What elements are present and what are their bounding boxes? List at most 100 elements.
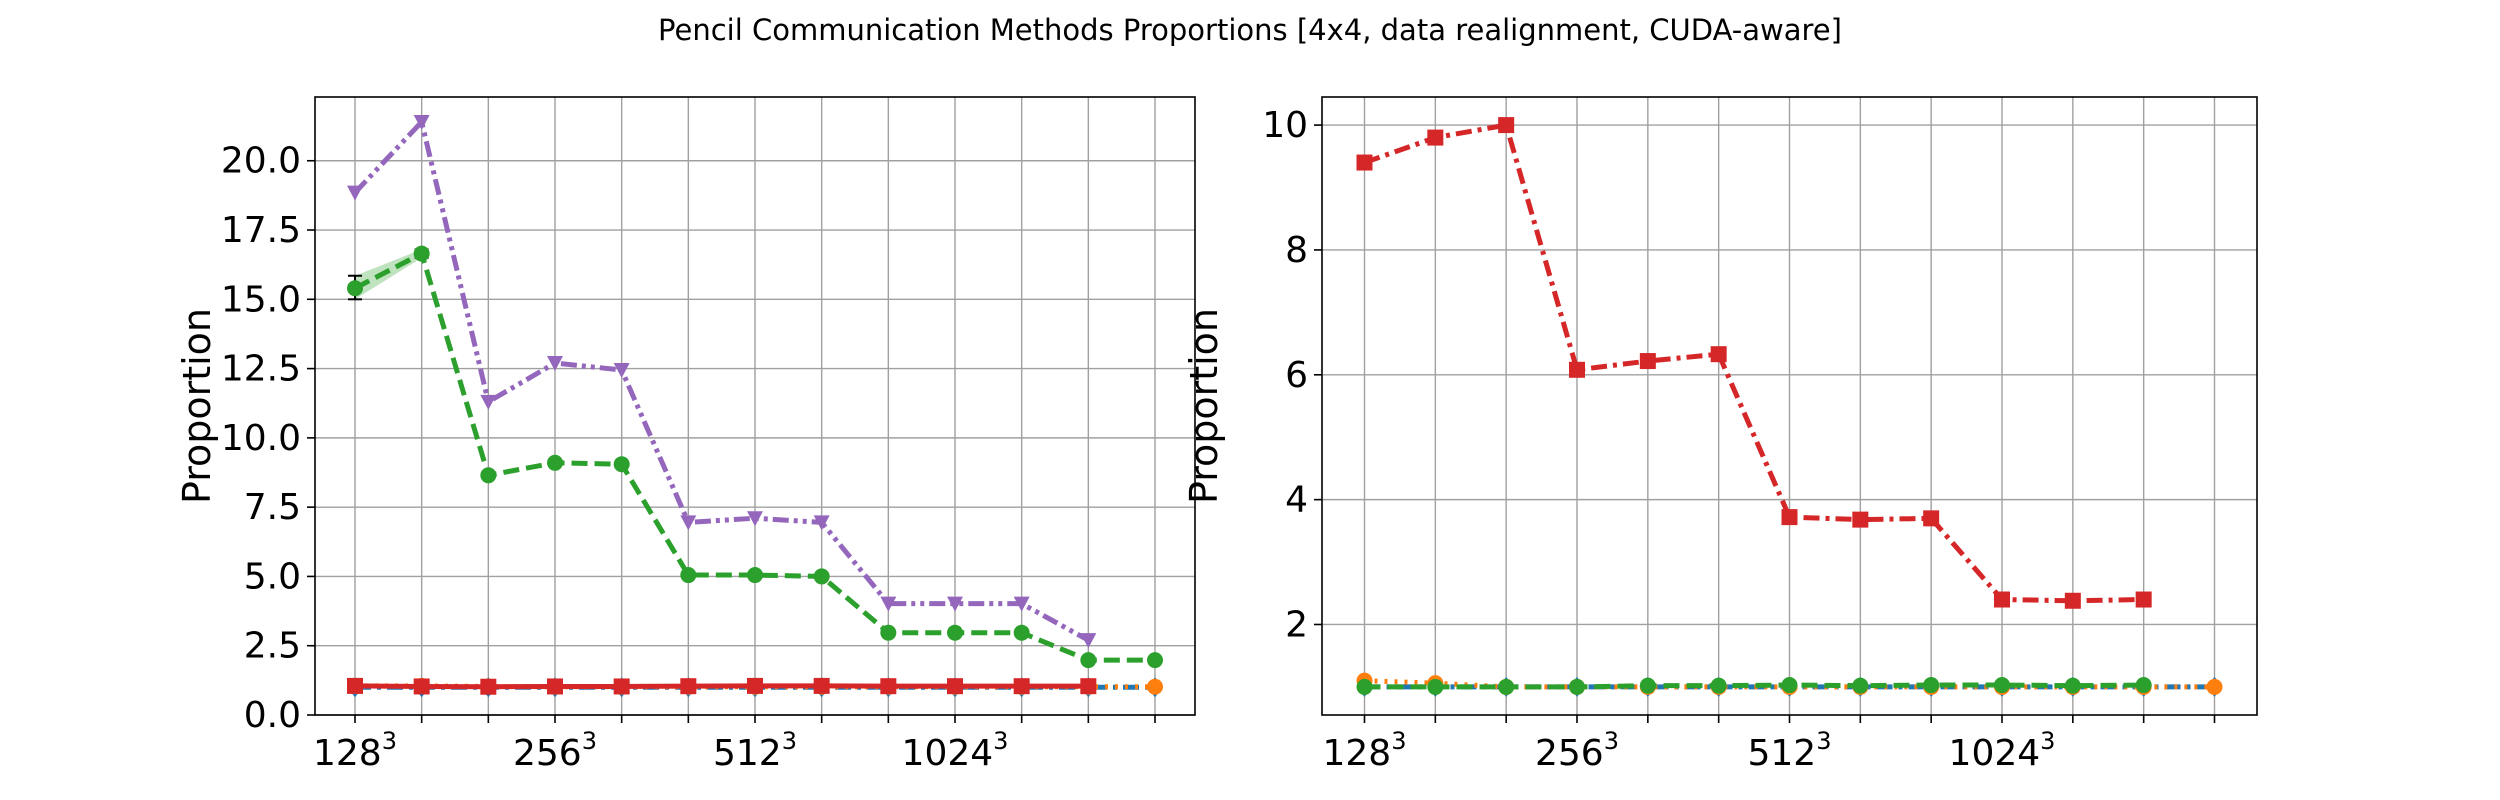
series-4-point <box>613 678 630 695</box>
series-3-point <box>680 567 697 584</box>
series-0-point <box>1498 117 1515 134</box>
grid <box>315 97 1195 716</box>
series-0-point <box>2135 591 2152 608</box>
series-3-line <box>1364 682 2144 690</box>
y-axis-label: Proportion <box>1182 308 1226 504</box>
y-tick-label: 6 <box>1285 355 1308 396</box>
series-3-point <box>1994 677 2010 694</box>
series-3-point <box>2064 677 2081 694</box>
y-tick-label: 20.0 <box>221 141 301 182</box>
series-3-point <box>1080 652 1097 669</box>
y-tick-label: 17.5 <box>221 210 301 251</box>
plot-area <box>1356 117 2223 697</box>
series-2-point <box>413 114 430 130</box>
y-axis-label: Proportion <box>175 308 219 504</box>
series-3-point <box>813 568 830 585</box>
series-3 <box>1356 677 2152 695</box>
y-tick-label: 12.5 <box>221 349 301 390</box>
series-3-point <box>1923 677 1940 694</box>
series-2-point <box>947 596 963 612</box>
series-2-point <box>813 515 830 531</box>
x-tick-label: 10243 <box>1949 727 2056 774</box>
series-3-point <box>880 624 897 641</box>
series-4-point <box>547 678 563 695</box>
series-4-point <box>413 678 430 695</box>
series-1-point <box>1147 678 1163 695</box>
series-0-point <box>1710 346 1727 363</box>
series-3-band <box>355 249 422 300</box>
series-2-point <box>747 511 763 527</box>
y-tick-label: 2 <box>1285 604 1308 645</box>
series-2-point <box>547 356 563 372</box>
series-3-point <box>1013 624 1030 641</box>
y-tick-label: 10 <box>1262 105 1308 146</box>
figure-title: Pencil Communication Methods Proportions… <box>658 13 1842 47</box>
series-4-point <box>1080 678 1097 695</box>
series-3-point <box>1427 678 1444 695</box>
series-3-point <box>1639 677 1656 694</box>
series-2-point <box>1013 596 1030 612</box>
series-3-point <box>1710 677 1727 694</box>
series-2-point <box>2206 678 2223 695</box>
series-0-line <box>1363 122 2144 604</box>
left-chart-panel: 0.0 2.5 5.0 7.5 10.0 12.5 15.0 17.5 20.0 1283 2563… <box>175 96 1196 774</box>
series-0-point <box>1781 509 1798 526</box>
y-tick-label: 10.0 <box>221 418 301 459</box>
series-3-point <box>613 456 630 473</box>
series-3-point <box>1569 678 1585 695</box>
y-tick-label: 8 <box>1285 230 1308 271</box>
y-tick-label: 4 <box>1285 480 1308 521</box>
series-0-point <box>1923 510 1940 527</box>
series-3-point <box>1781 677 1798 694</box>
series-2-point <box>613 362 630 378</box>
series-3-point <box>413 245 430 262</box>
series-3-point <box>1147 652 1163 669</box>
series-3-point <box>1498 678 1515 695</box>
x-tick-label: 5123 <box>713 727 797 774</box>
series-3-point <box>480 467 497 484</box>
series-0-point <box>1852 511 1869 528</box>
y-tick-label: 7.5 <box>244 487 301 528</box>
series-4-point <box>747 677 763 694</box>
series-3 <box>347 245 1163 669</box>
series-4-line <box>354 683 1089 690</box>
series-2-point <box>480 394 497 410</box>
series-2-point <box>1080 633 1097 649</box>
series-4-point <box>880 678 897 695</box>
series-0-point <box>2064 592 2081 609</box>
series-4-point <box>347 677 363 694</box>
series-3-point <box>947 624 963 641</box>
series-3-point <box>1356 678 1373 695</box>
series-0 <box>1356 117 2152 609</box>
series-0-point <box>1994 591 2010 608</box>
y-tick-label: 2.5 <box>244 626 301 667</box>
y-tick-label: 15.0 <box>221 279 301 320</box>
series-3-point <box>347 280 363 297</box>
series-2-point <box>347 185 363 201</box>
series-4-point <box>813 677 830 694</box>
series-4 <box>347 677 1097 695</box>
series-2-point <box>880 596 897 612</box>
series-3-point <box>2135 677 2152 694</box>
x-tick-label: 1283 <box>1323 727 1407 774</box>
series-3-point <box>1852 677 1869 694</box>
series-2-line <box>353 119 1090 643</box>
plot-area <box>347 114 1163 698</box>
y-tick-label: 5.0 <box>244 556 301 597</box>
right-chart-panel: 2 4 6 8 10 1283 2563 5123 10243 Proportion <box>1182 96 2258 774</box>
grid <box>1322 97 2257 715</box>
series-4-point <box>680 678 697 695</box>
x-tick-label: 10243 <box>902 727 1009 774</box>
series-0-point <box>1356 154 1373 171</box>
series-3-point <box>547 454 563 471</box>
x-tick-label: 5123 <box>1748 727 1832 774</box>
y-tick-label: 0.0 <box>244 695 301 736</box>
series-2-point <box>680 515 697 531</box>
series-0-point <box>1639 353 1656 370</box>
series-3-point <box>747 567 763 584</box>
x-tick-label: 1283 <box>313 727 397 774</box>
series-0-point <box>1569 361 1585 378</box>
series-4-point <box>947 678 963 695</box>
x-tick-label: 2563 <box>513 727 597 774</box>
